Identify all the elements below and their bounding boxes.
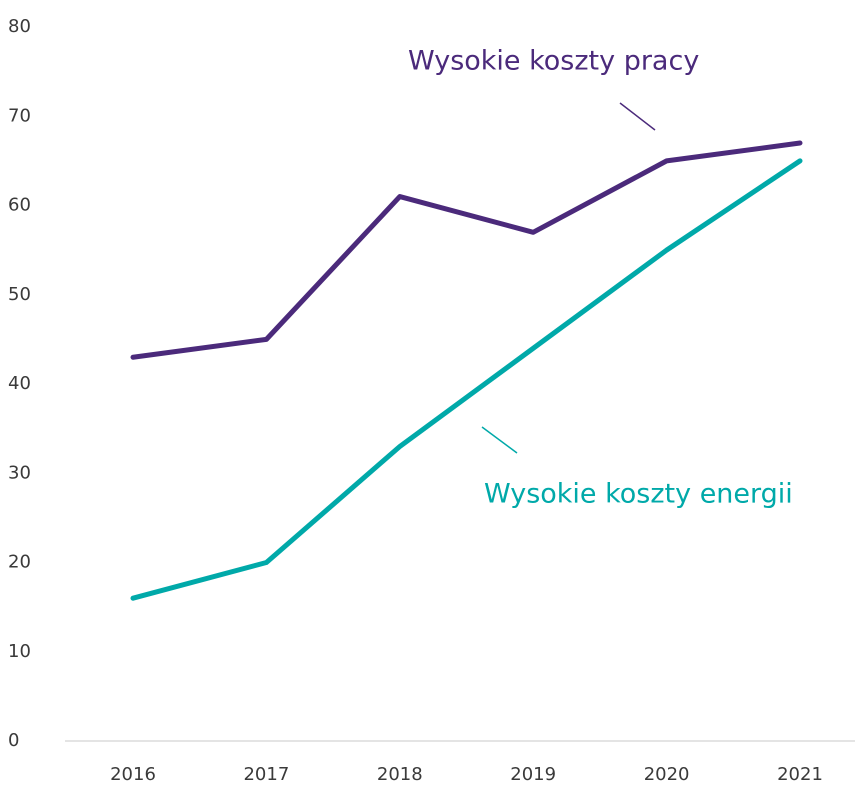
y-tick-label: 10 [8, 641, 31, 662]
series-line [130, 158, 803, 601]
leader-line [481, 426, 518, 454]
y-tick-label: 40 [8, 373, 31, 394]
y-tick-label: 50 [8, 284, 31, 305]
x-tick-label: 2018 [377, 764, 423, 785]
series-line [130, 140, 803, 360]
y-tick-label: 20 [8, 552, 31, 573]
x-tick-label: 2017 [243, 764, 289, 785]
x-tick-label: 2019 [510, 764, 556, 785]
series-label: Wysokie koszty energii [484, 479, 793, 510]
leader-line [619, 102, 656, 131]
y-tick-label: 60 [8, 195, 31, 216]
y-tick-label: 0 [8, 730, 19, 751]
x-tick-label: 2016 [110, 764, 156, 785]
y-tick-label: 80 [8, 16, 31, 37]
y-tick-label: 30 [8, 462, 31, 483]
x-tick-label: 2020 [644, 764, 690, 785]
y-tick-label: 70 [8, 105, 31, 126]
x-tick-label: 2021 [777, 764, 823, 785]
series-label: Wysokie koszty pracy [408, 46, 699, 77]
